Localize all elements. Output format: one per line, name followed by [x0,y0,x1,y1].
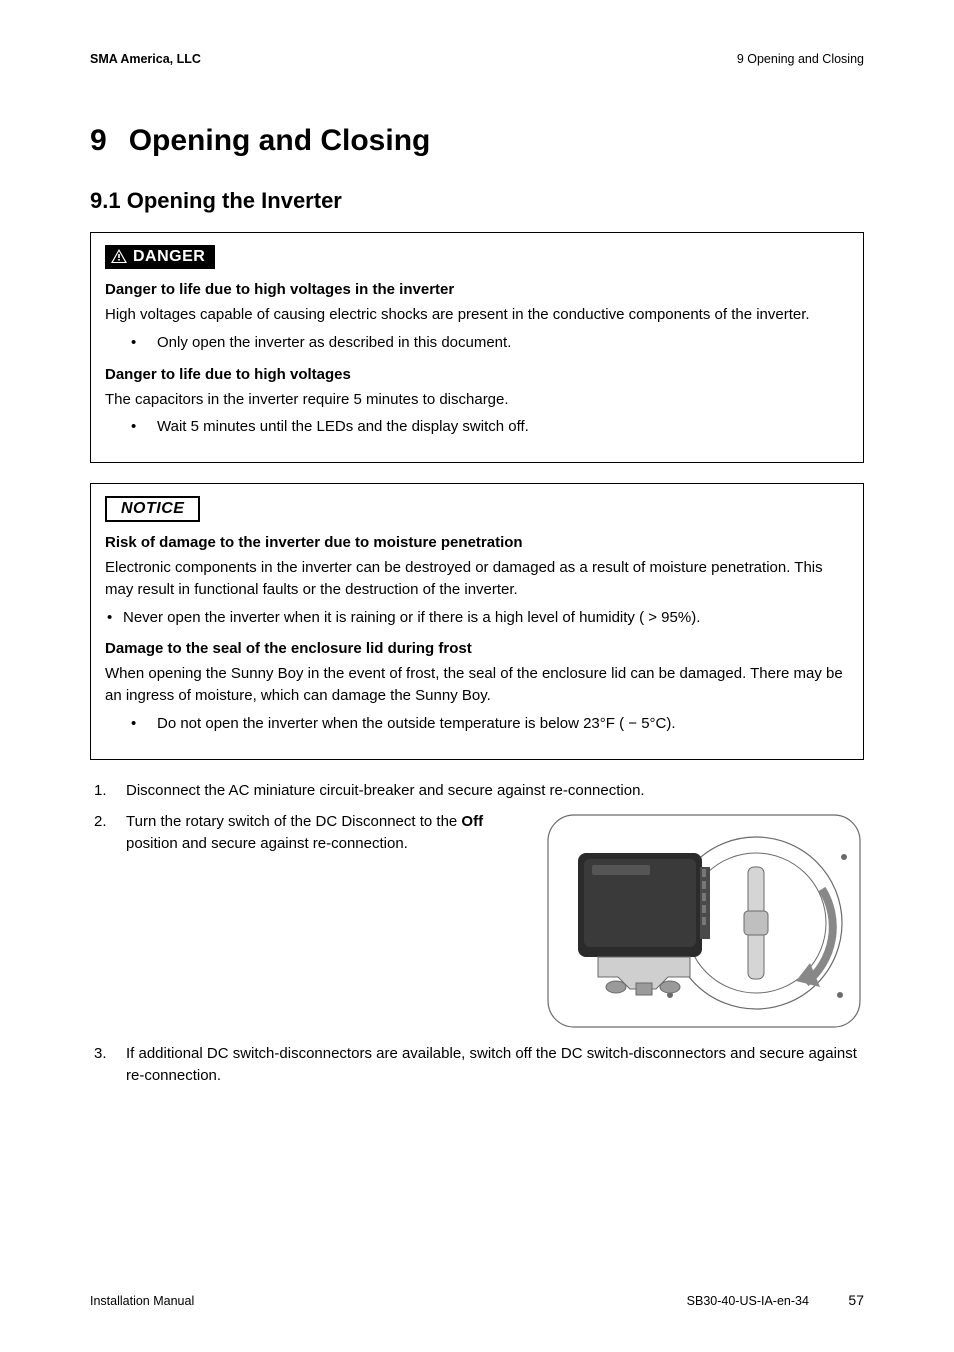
notice-badge: NOTICE [105,496,200,522]
step-2: Turn the rotary switch of the DC Disconn… [90,811,864,1031]
danger-para-1: High voltages capable of causing electri… [105,304,849,326]
step-3: If additional DC switch-disconnectors ar… [90,1043,864,1087]
danger-badge: DANGER [105,245,215,269]
chapter-title: Opening and Closing [129,124,431,157]
dc-disconnect-illustration [544,811,864,1031]
notice-heading-1: Risk of damage to the inverter due to mo… [105,534,849,551]
notice-para-1: Electronic components in the inverter ca… [105,557,849,601]
section-number: 9.1 [90,188,121,213]
section-title: Opening the Inverter [127,188,342,213]
danger-bullet-1: Only open the inverter as described in t… [141,332,849,354]
danger-para-2: The capacitors in the inverter require 5… [105,389,849,411]
footer-doc-code: SB30-40-US-IA-en-34 [687,1294,809,1308]
step-2-text: Turn the rotary switch of the DC Disconn… [126,811,524,855]
chapter-number: 9 [90,124,107,158]
danger-box: DANGER Danger to life due to high voltag… [90,232,864,463]
section-heading: 9.1 Opening the Inverter [90,188,864,214]
page-footer: Installation Manual SB30-40-US-IA-en-34 … [90,1292,864,1308]
notice-bullet-1: Never open the inverter when it is raini… [115,607,849,629]
footer-doc-type: Installation Manual [90,1294,194,1308]
header-company: SMA America, LLC [90,52,201,66]
danger-bullet-2: Wait 5 minutes until the LEDs and the di… [141,416,849,438]
notice-bullet-2: Do not open the inverter when the outsid… [141,713,849,735]
page-header: SMA America, LLC 9 Opening and Closing [90,52,864,66]
danger-badge-text: DANGER [133,248,205,266]
notice-badge-text: NOTICE [121,500,184,518]
danger-heading-2: Danger to life due to high voltages [105,366,849,383]
danger-heading-1: Danger to life due to high voltages in t… [105,281,849,298]
header-section: 9 Opening and Closing [737,52,864,66]
procedure-steps: Disconnect the AC miniature circuit-brea… [90,780,864,1087]
warning-icon [111,249,127,266]
notice-para-2: When opening the Sunny Boy in the event … [105,663,849,707]
chapter-heading: 9 Opening and Closing [90,124,864,158]
notice-heading-2: Damage to the seal of the enclosure lid … [105,640,849,657]
notice-box: NOTICE Risk of damage to the inverter du… [90,483,864,760]
footer-page-number: 57 [848,1292,864,1308]
step-1: Disconnect the AC miniature circuit-brea… [90,780,864,802]
